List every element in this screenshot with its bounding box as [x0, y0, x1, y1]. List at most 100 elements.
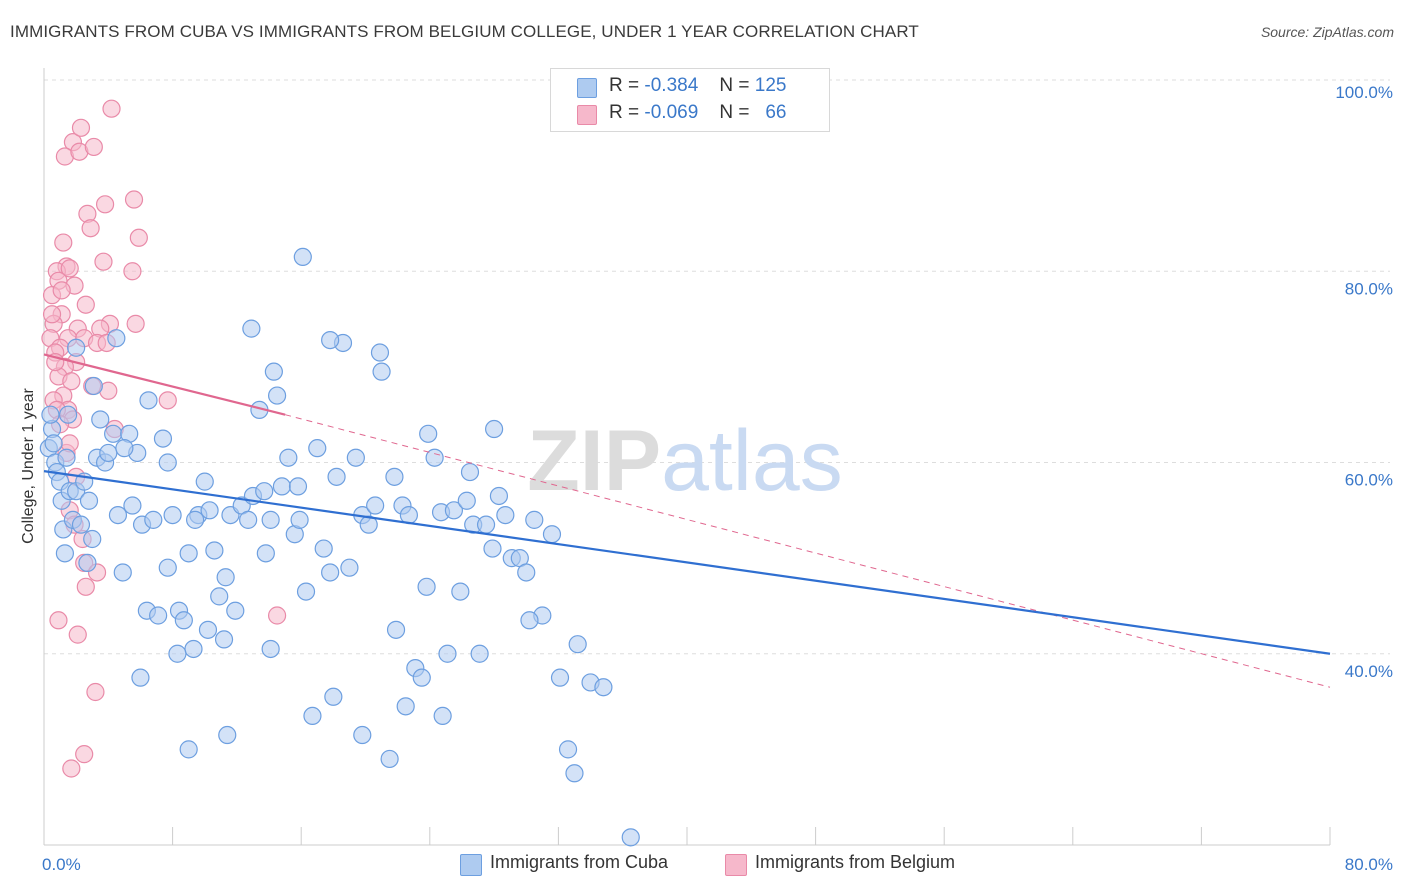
watermark: ZIPatlas [527, 413, 842, 509]
cuba-point [451, 582, 470, 601]
cuba-point [372, 362, 391, 381]
cuba-point [380, 749, 399, 769]
cuba-point [214, 630, 234, 649]
cuba-point [550, 668, 570, 687]
cuba-point [59, 405, 78, 424]
belgium-point [71, 118, 91, 137]
cuba-point [242, 319, 261, 338]
watermark-atlas: atlas [661, 413, 843, 509]
y-tick-label: 40.0% [1345, 662, 1393, 681]
cuba-point [296, 582, 316, 601]
belgium-point [68, 625, 87, 644]
cuba-point [200, 501, 219, 520]
cuba-point [104, 424, 123, 443]
cuba-point [195, 472, 214, 491]
cuba-point [396, 697, 415, 716]
legend-swatch-belgium [577, 105, 597, 125]
cuba-point [542, 525, 562, 544]
cuba-point [216, 568, 235, 587]
cuba-point [520, 611, 539, 630]
trend-lines [43, 353, 1331, 688]
belgium-trend-line [43, 353, 286, 416]
belgium-point [52, 281, 71, 300]
cuba-point [99, 443, 118, 463]
cuba-point [385, 467, 404, 486]
cuba-point [91, 410, 110, 429]
belgium-trend-extension [284, 414, 1331, 688]
cuba-point [84, 376, 103, 396]
chart-title: IMMIGRANTS FROM CUBA VS IMMIGRANTS FROM … [10, 22, 919, 41]
belgium-point [129, 228, 148, 247]
belgium-point [267, 606, 287, 625]
cuba-point [470, 644, 489, 663]
cuba-point [107, 329, 126, 348]
legend-swatch-cuba [577, 78, 597, 98]
x-tick-label: 80.0% [1345, 855, 1393, 874]
cuba-point [290, 510, 309, 529]
watermark-zip: ZIP [527, 413, 661, 509]
cuba-point [168, 644, 187, 663]
cuba-point [139, 391, 158, 410]
cuba-trend-line [43, 470, 1331, 655]
legend-n-label: N = [719, 102, 750, 123]
cuba-point [256, 544, 275, 563]
cuba-point [174, 611, 193, 630]
cuba-point [433, 706, 452, 726]
cuba-point [210, 587, 229, 606]
cuba-point [483, 539, 502, 558]
legend-text-cuba: R = -0.384 N = 125 [609, 75, 786, 97]
cuba-point [239, 510, 258, 529]
cuba-point [460, 462, 480, 482]
y-tick-label: 60.0% [1345, 471, 1393, 490]
cuba-point [346, 448, 365, 467]
cuba-point [314, 539, 333, 558]
cuba-point [496, 505, 515, 525]
source-credit: Source: ZipAtlas.com [1260, 24, 1394, 40]
cuba-point [179, 740, 198, 759]
cuba-point [41, 405, 60, 424]
cuba-point [149, 606, 168, 625]
belgium-point [62, 759, 81, 778]
cuba-point [525, 510, 544, 529]
belgium-point [76, 577, 95, 596]
cuba-point [198, 620, 218, 639]
cuba-point [568, 635, 587, 654]
bottom-legend-swatch-belgium [725, 854, 747, 876]
cuba-point [293, 247, 312, 267]
legend-r-value: -0.384 [644, 75, 699, 96]
cuba-point [153, 429, 173, 448]
cuba-point [417, 577, 436, 596]
cuba-point [261, 639, 280, 659]
cuba-points [39, 247, 640, 847]
cuba-point [44, 434, 63, 453]
cuba-point [438, 644, 457, 663]
legend-n-value: 125 [754, 75, 787, 96]
cuba-point [366, 496, 385, 515]
correlation-legend: R = -0.384 N = 125 R = -0.069 N = 66 [550, 68, 830, 132]
cuba-point [79, 491, 99, 510]
cuba-point [517, 563, 536, 582]
cuba-point [158, 558, 177, 577]
cuba-point [184, 639, 203, 659]
cuba-point [108, 505, 128, 525]
legend-r-label: R = [609, 102, 640, 123]
legend-r-value: -0.069 [644, 102, 699, 123]
cuba-point [340, 558, 359, 577]
cuba-point [386, 620, 406, 639]
cuba-point [163, 505, 182, 525]
cuba-point [186, 510, 205, 529]
cuba-point [321, 563, 340, 582]
bottom-legend-swatch-cuba [460, 854, 482, 876]
legend-n-value: 66 [765, 102, 787, 123]
cuba-point [267, 386, 287, 405]
cuba-point [261, 510, 280, 529]
legend-n-label: N = [719, 75, 750, 96]
cuba-point [303, 706, 322, 726]
belgium-point [81, 219, 100, 238]
cuba-point [327, 467, 346, 486]
cuba-point [272, 477, 292, 496]
cuba-point [370, 343, 390, 362]
cuba-point [264, 362, 283, 381]
belgium-point [102, 99, 121, 118]
